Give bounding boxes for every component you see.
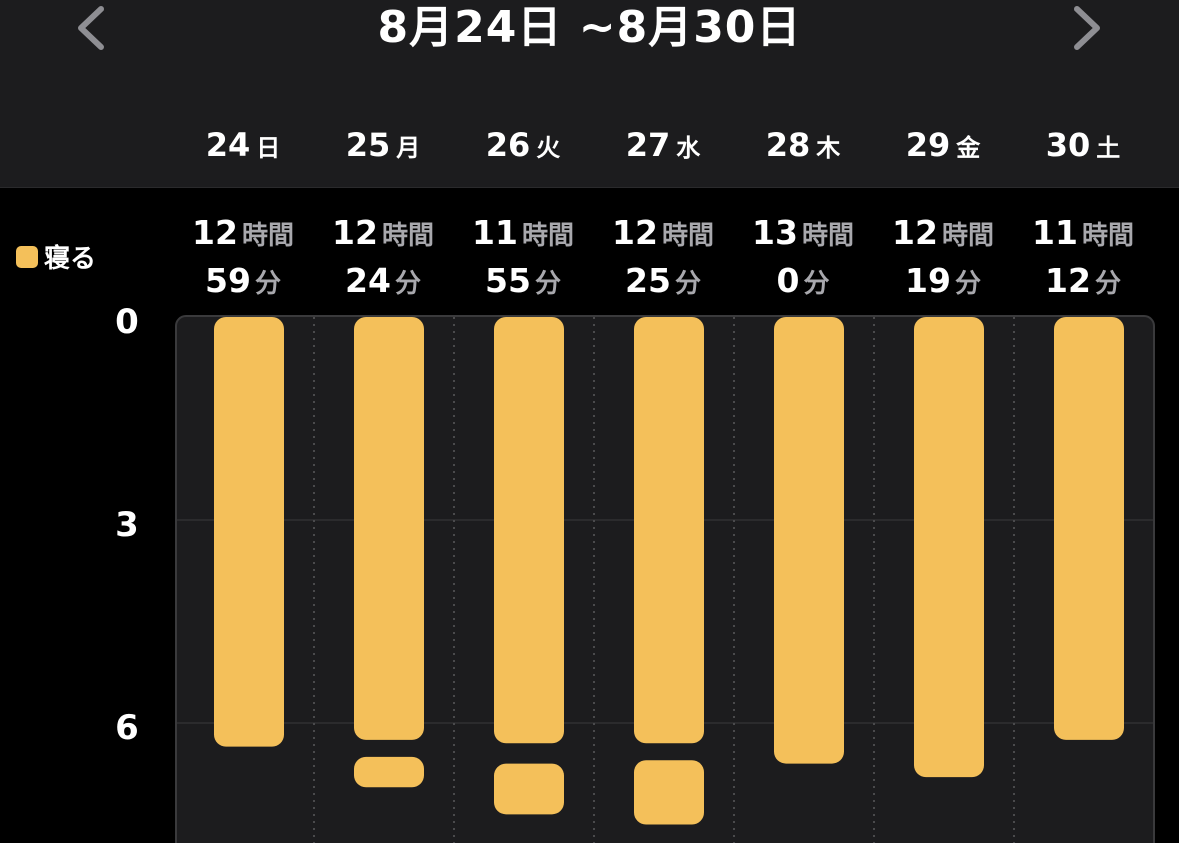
hours-value: 12 [892,213,938,252]
hours-value: 12 [612,213,658,252]
legend-label: 寝る [44,244,97,274]
day-number: 30 [1045,126,1091,164]
minutes-value: 24 [345,261,391,300]
sleep-bar [774,317,844,764]
hours-value: 11 [472,213,518,252]
sleep-bar [494,763,564,815]
weekday: 月 [396,134,421,162]
hours-value: 12 [192,213,238,252]
hours-value: 11 [1032,213,1078,252]
hours-unit: 時間 [941,221,994,251]
daily-duration: 11 時間 55 分 [453,212,593,308]
weekday: 金 [956,134,981,162]
minutes-unit: 分 [1094,269,1121,299]
date-range-title: 8月24日 ~8月30日 [377,2,802,53]
legend-swatch [16,245,38,268]
day-header[interactable]: 29 金 [883,126,1003,164]
minutes-value: 19 [905,261,951,300]
y-tick-label: 3 [115,505,139,545]
day-number: 29 [905,126,951,164]
hours-value: 12 [332,213,378,252]
minutes-value: 25 [625,261,671,300]
sleep-bar [354,317,424,740]
day-number: 27 [625,126,671,164]
hours-value: 13 [752,213,798,252]
weekday: 土 [1096,134,1121,162]
legend: 寝る [16,238,96,275]
day-header[interactable]: 24 日 [183,126,303,164]
minutes-value: 55 [485,261,531,300]
chevron-left-icon [78,6,104,50]
minutes-unit: 分 [394,269,421,299]
day-number: 24 [205,126,251,164]
daily-duration: 11 時間 12 分 [1013,212,1153,308]
weekday: 日 [256,134,281,162]
day-header[interactable]: 27 水 [603,126,723,164]
weekday: 水 [676,134,701,162]
day-number: 26 [485,126,531,164]
hours-unit: 時間 [661,221,714,251]
sleep-bar [214,317,284,747]
hours-unit: 時間 [381,221,434,251]
weekday: 木 [816,134,841,162]
y-tick-label: 6 [115,708,139,748]
hours-unit: 時間 [801,221,854,251]
minutes-unit: 分 [803,269,830,299]
daily-duration: 12 時間 25 分 [593,212,733,308]
minutes-unit: 分 [254,269,281,299]
sleep-bar [634,317,704,744]
sleep-bar [634,760,704,825]
daily-duration: 12 時間 19 分 [873,212,1013,308]
hours-unit: 時間 [241,221,294,251]
daily-duration: 12 時間 59 分 [173,212,313,308]
next-week-button[interactable] [1058,0,1118,56]
chevron-right-icon [1074,6,1100,50]
header: 8月24日 ~8月30日 24 日 25 月 26 火 27 水 28 木 29 金 30 土 [0,0,1179,188]
minutes-value: 59 [205,261,251,300]
y-tick-label: 0 [115,302,139,342]
sleep-bar [914,317,984,778]
minutes-value: 12 [1045,261,1091,300]
minutes-unit: 分 [674,269,701,299]
sleep-chart [175,315,1155,843]
day-header[interactable]: 26 火 [463,126,583,164]
sleep-bar [1054,317,1124,740]
day-number: 25 [345,126,391,164]
daily-duration: 12 時間 24 分 [313,212,453,308]
sleep-bar [494,317,564,744]
hours-unit: 時間 [1081,221,1134,251]
minutes-unit: 分 [954,269,981,299]
day-header[interactable]: 28 木 [743,126,863,164]
weekday: 火 [536,134,561,162]
minutes-value: 0 [776,261,800,300]
day-number: 28 [765,126,811,164]
day-header[interactable]: 30 土 [1023,126,1143,164]
minutes-unit: 分 [534,269,561,299]
sleep-bar [354,756,424,788]
hours-unit: 時間 [521,221,574,251]
prev-week-button[interactable] [60,0,120,56]
day-header[interactable]: 25 月 [323,126,443,164]
